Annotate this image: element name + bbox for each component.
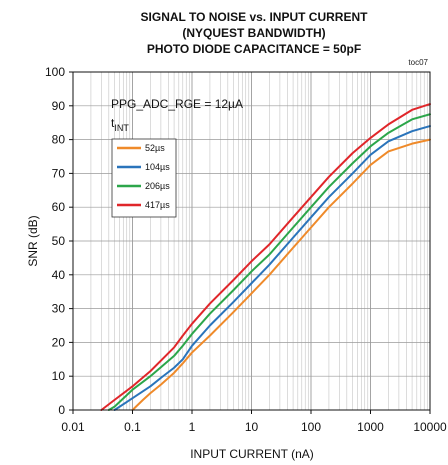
x-tick-label: 10000 xyxy=(413,420,447,434)
y-tick-label: 30 xyxy=(52,302,66,316)
legend-title-main: t xyxy=(111,116,115,130)
x-tick-label: 0.1 xyxy=(124,420,141,434)
y-tick-label: 100 xyxy=(45,65,65,79)
legend-label-2: 104µs xyxy=(145,162,170,172)
legend: 52µs 104µs 206µs 417µs xyxy=(111,138,177,218)
legend-label-3: 206µs xyxy=(145,181,170,191)
legend-label-4: 417µs xyxy=(145,200,170,210)
y-tick-label: 0 xyxy=(58,403,65,417)
x-tick-label: 10 xyxy=(245,420,259,434)
x-tick-label: 1000 xyxy=(357,420,384,434)
series-line-1 xyxy=(131,138,431,411)
y-tick-label: 60 xyxy=(52,200,66,214)
chart-title-line-3: PHOTO DIODE CAPACITANCE = 50pF xyxy=(147,42,361,56)
y-tick-label: 10 xyxy=(52,369,66,383)
y-tick-label: 80 xyxy=(52,133,66,147)
y-tick-label: 40 xyxy=(52,268,66,282)
x-tick-label: 1 xyxy=(189,420,196,434)
figure-code: toc07 xyxy=(408,58,428,67)
legend-title-subscript: INT xyxy=(114,123,129,133)
y-axis-label: SNR (dB) xyxy=(26,215,40,266)
series-layer xyxy=(100,103,431,411)
x-tick-label: 0.01 xyxy=(61,420,85,434)
legend-label-1: 52µs xyxy=(145,143,165,153)
x-tick-label: 100 xyxy=(301,420,321,434)
legend-title: tINT xyxy=(111,116,129,133)
chart-title-line-2: (NYQUEST BANDWIDTH) xyxy=(182,26,325,40)
y-tick-label: 20 xyxy=(52,335,66,349)
series-line-2 xyxy=(113,125,431,411)
axis-ticks: 0.01 0.1 1 10 100 1000 10000 0 10 20 30 40 50 60 70 80 9… xyxy=(45,65,447,434)
chart-title-line-1: SIGNAL TO NOISE vs. INPUT CURRENT xyxy=(141,10,369,24)
series-line-3 xyxy=(107,113,431,411)
y-tick-label: 90 xyxy=(52,99,66,113)
series-line-4 xyxy=(100,103,431,411)
y-tick-label: 50 xyxy=(52,234,66,248)
x-axis-label: INPUT CURRENT (nA) xyxy=(190,447,314,461)
y-tick-label: 70 xyxy=(52,166,66,180)
range-annotation: PPG_ADC_RGE = 12µA xyxy=(111,97,243,111)
